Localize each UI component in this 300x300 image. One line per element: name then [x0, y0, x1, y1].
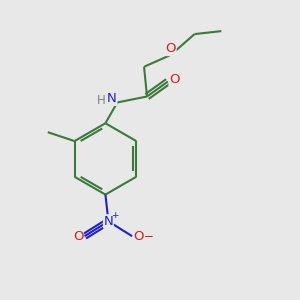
Text: +: + [111, 212, 118, 220]
Text: N: N [103, 215, 113, 228]
Text: O: O [134, 230, 144, 243]
Text: −: − [144, 230, 154, 243]
Text: O: O [169, 74, 180, 86]
Text: H: H [97, 94, 105, 107]
Text: O: O [73, 230, 83, 243]
Text: O: O [166, 42, 176, 56]
Text: N: N [107, 92, 117, 105]
